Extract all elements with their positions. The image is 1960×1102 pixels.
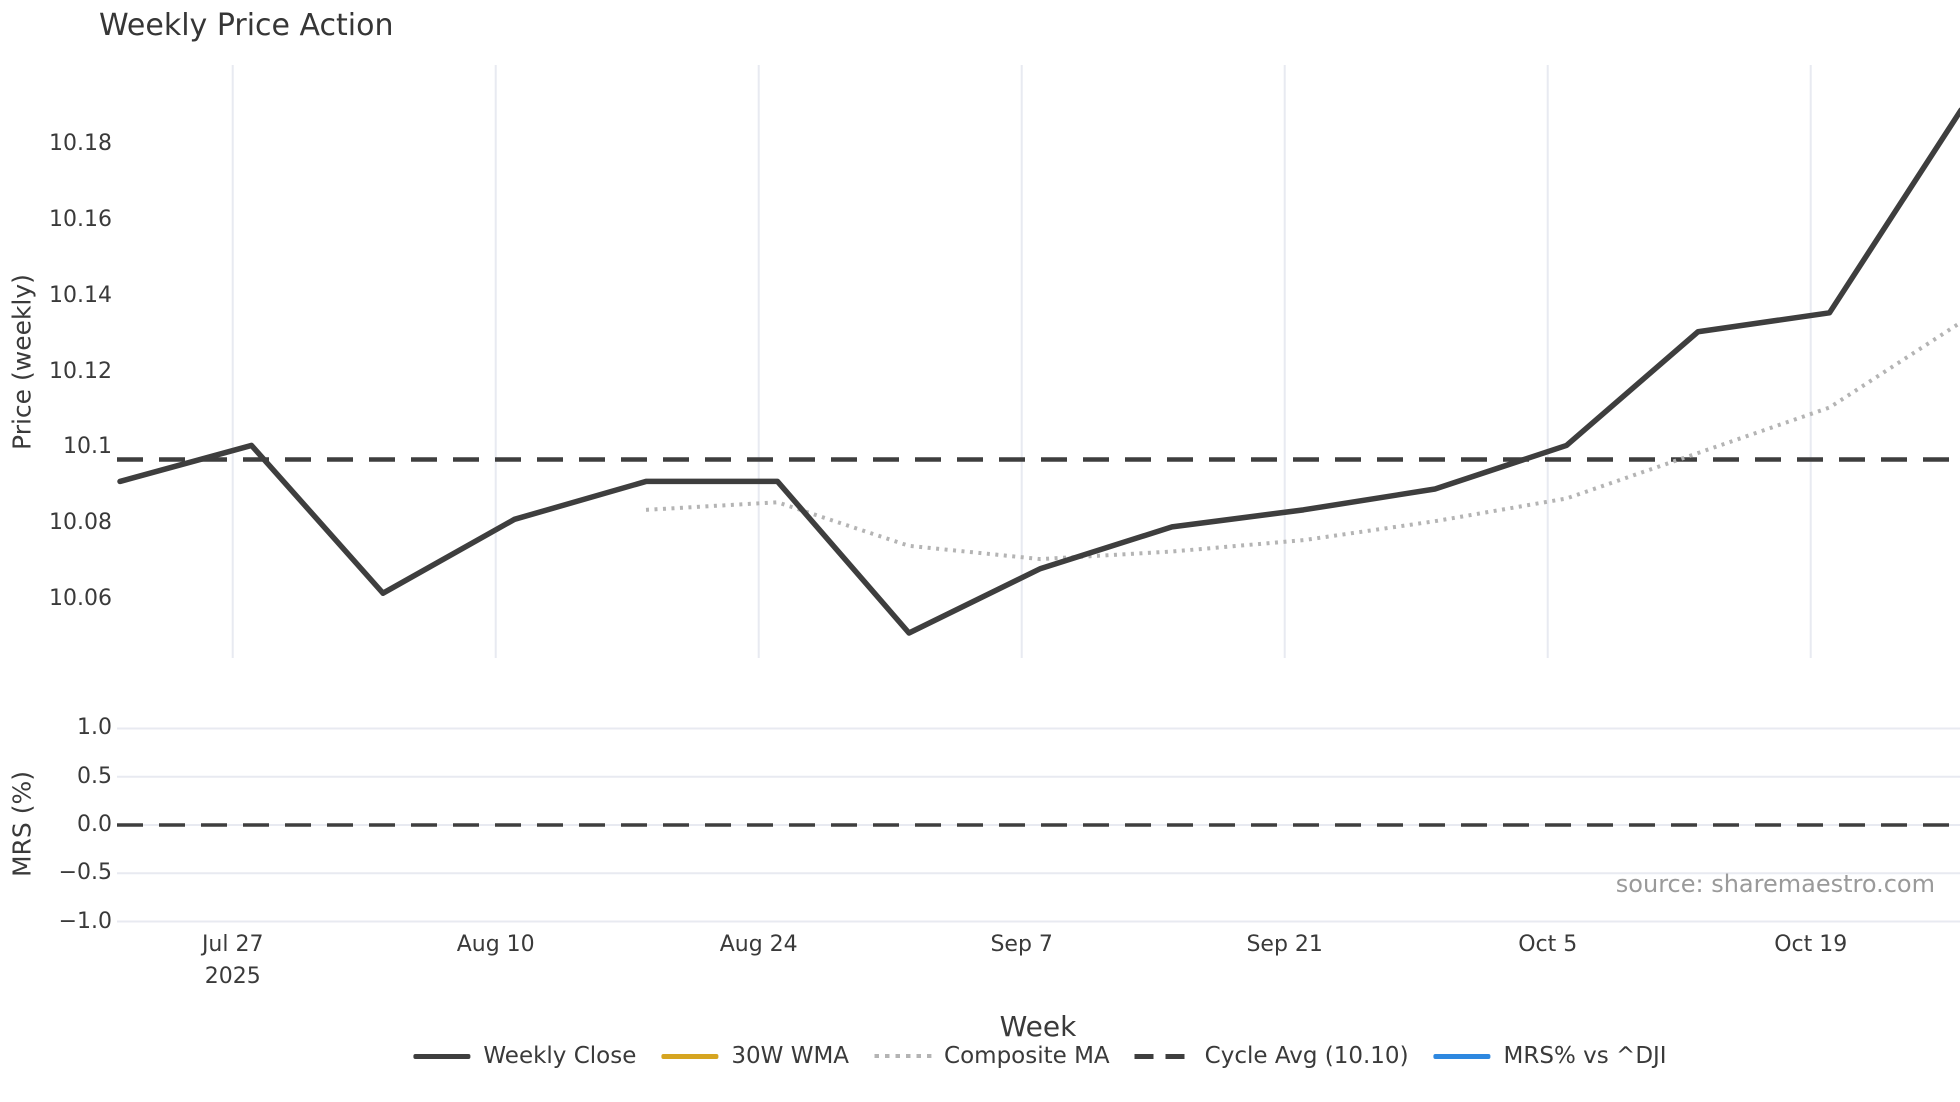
price-tick-label: 10.16 [49, 206, 112, 232]
price-tick-label: 10.1 [63, 434, 112, 460]
legend-swatch-dashed [1134, 1053, 1192, 1059]
price-tick-label: 10.18 [49, 131, 112, 157]
mrs-tick-label: 1.0 [77, 715, 112, 741]
x-tick-label: Sep 21 [1246, 932, 1323, 957]
composite-ma-line [645, 320, 1960, 562]
x-tick-label: Aug 10 [456, 932, 535, 957]
legend-label: 30W WMA [731, 1043, 850, 1069]
x-tick-label: Aug 24 [719, 932, 798, 957]
mrs-tick-label: −0.5 [58, 860, 112, 886]
price-tick-label: 10.14 [49, 282, 112, 308]
legend-label: Composite MA [944, 1043, 1110, 1069]
mrs-tick-label: 0.0 [77, 812, 112, 837]
legend: Weekly Close 30W WMA Composite MA Cycle Avg… [413, 1043, 1667, 1069]
x-tick-label: Sep 7 [990, 932, 1053, 957]
legend-swatch-solid [661, 1053, 719, 1059]
legend-swatch-solid [1433, 1053, 1491, 1059]
legend-label: MRS% vs ^DJI [1503, 1043, 1667, 1069]
price-tick-label: 10.06 [49, 585, 112, 611]
legend-item: MRS% vs ^DJI [1433, 1043, 1667, 1069]
x-axis-label: Week [999, 1010, 1077, 1043]
legend-item: Cycle Avg (10.10) [1134, 1043, 1409, 1069]
legend-swatch-dotted [874, 1054, 932, 1058]
legend-item: Composite MA [874, 1043, 1110, 1069]
chart-title: Weekly Price Action [99, 8, 394, 43]
x-tick-sublabel: 2025 [204, 964, 261, 989]
legend-item: Weekly Close [413, 1043, 636, 1069]
mrs-tick-label: 0.5 [77, 763, 112, 789]
x-tick-label: Jul 27 2025 [163, 929, 303, 993]
source-credit: source: sharemaestro.com [1615, 870, 1935, 898]
legend-swatch-solid [413, 1053, 471, 1059]
legend-item: 30W WMA [661, 1043, 849, 1069]
price-tick-label: 10.12 [49, 358, 112, 384]
weekly-close-line [117, 107, 1960, 636]
legend-label: Weekly Close [483, 1043, 637, 1069]
x-tick-label: Oct 19 [1774, 932, 1848, 957]
x-tick-label: Oct 5 [1518, 932, 1578, 957]
legend-label: Cycle Avg (10.10) [1204, 1043, 1409, 1069]
mrs-tick-label: −1.0 [58, 908, 112, 934]
price-tick-label: 10.08 [49, 510, 112, 536]
